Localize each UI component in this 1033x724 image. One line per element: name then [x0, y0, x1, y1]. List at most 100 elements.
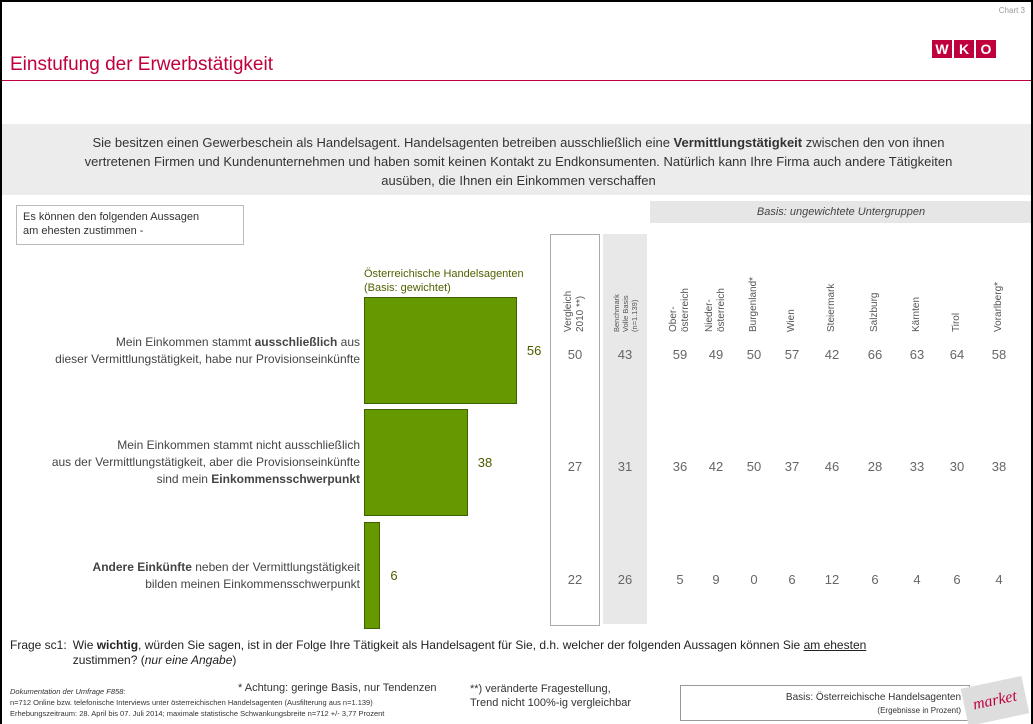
column-header: Vorarlberg*: [993, 236, 1005, 332]
column-value: 58: [991, 346, 1007, 362]
column-value: 42: [708, 458, 724, 474]
text-line: ausüben, die Ihnen ein Einkommen verscha…: [381, 173, 656, 188]
bar: [364, 409, 468, 516]
text-segment: wichtig: [96, 638, 139, 652]
text-line: sind mein Einkommensschwerpunkt: [2, 471, 360, 488]
text-segment: Wie: [72, 638, 97, 652]
column-header-line: Vorarlberg*: [993, 281, 1004, 332]
column-value: 4: [995, 571, 1003, 587]
column-header: Wien: [786, 236, 798, 332]
text-line: Mein Einkommen stammt nicht ausschließli…: [117, 438, 360, 452]
column-header: Tirol: [951, 236, 963, 332]
text-segment: nur eine Angabe: [144, 653, 233, 667]
chart-number: Chart 3: [998, 6, 1025, 15]
statement-header: Es können den folgenden Aussagen am ehest…: [16, 205, 244, 245]
column-header-line: Wien: [786, 309, 797, 332]
column-value: 27: [567, 458, 583, 474]
column-value: 9: [712, 571, 720, 587]
text-line: Erhebungszeitraum: 28. April bis 07. Jul…: [10, 709, 385, 718]
text-segment: sind mein: [156, 472, 212, 486]
column-header: Nieder-österreich: [704, 236, 728, 332]
text-line: zustimmen? (nur eine Angabe): [73, 653, 867, 668]
legend-note: (Basis: gewichtet): [364, 282, 451, 294]
column-value: 26: [617, 571, 633, 587]
text-segment: Vermittlungstätigkeit: [673, 135, 803, 150]
column-value: 50: [746, 346, 762, 362]
column-header: Burgenland*: [748, 236, 760, 332]
category-label: Mein Einkommen stammt nicht ausschließli…: [2, 437, 360, 488]
column-header-line: österreich: [716, 288, 727, 332]
column-header-line: Kärnten: [911, 296, 922, 332]
column-header-line: Benchmark: [611, 294, 621, 332]
text-segment: Andere Einkünfte: [92, 559, 192, 574]
column-box: [550, 234, 600, 626]
column-header-line: Steiermark: [826, 283, 837, 332]
text-segment: am ehesten: [803, 638, 867, 652]
column-header: Benchmark Volle Basis (n=1.139): [612, 236, 639, 332]
text-line: Mein Einkommen stammt ausschließlich aus: [2, 334, 360, 351]
market-logo: market: [960, 675, 1030, 724]
basis-title: Basis: Österreichische Handelsagenten: [785, 692, 961, 703]
column-header-line: (n=1.139): [629, 299, 639, 332]
column-header-line: Ober-: [668, 306, 679, 332]
column-value: 6: [871, 571, 879, 587]
text-line: aus der Vermittlungstätigkeit, aber die …: [51, 455, 360, 469]
column-value: 31: [617, 458, 633, 474]
column-value: 4: [913, 571, 921, 587]
column-value: 5: [676, 571, 684, 587]
column-value: 63: [909, 346, 925, 362]
category-label: Andere Einkünfte neben der Vermittlungst…: [2, 559, 360, 593]
text-segment: Mein Einkommen stammt: [115, 334, 255, 349]
footnote-text: Wie wichtig, würden Sie sagen, ist in de…: [73, 638, 867, 668]
text-segment: aus: [337, 334, 360, 349]
basis-box: Basis: Österreichische Handelsagenten (Er…: [680, 685, 970, 721]
bar: [364, 297, 517, 404]
column-header: Salzburg: [869, 236, 881, 332]
text-line: bilden meinen Einkommensschwerpunkt: [145, 576, 360, 591]
column-header: Ober-österreich: [668, 236, 692, 332]
bar-value-label: 6: [390, 567, 398, 583]
column-value: 36: [672, 458, 688, 474]
column-value: 66: [867, 346, 883, 362]
chart-title: Einstufung der Erwerbstätigkeit: [10, 54, 273, 75]
note-small-base: * Achtung: geringe Basis, nur Tendenzen: [238, 682, 437, 694]
footnote-label: Frage sc1:: [10, 638, 67, 652]
text-line: Trend nicht 100%-ig vergleichbar: [470, 697, 632, 709]
text-segment: ): [232, 653, 237, 667]
text-line: Es können den folgenden Aussagen: [23, 211, 200, 223]
column-value: 50: [746, 458, 762, 474]
text-line: **) veränderte Fragestellung,: [470, 683, 611, 695]
column-header-line: 2010 **): [575, 295, 586, 332]
column-header: Steiermark: [826, 236, 838, 332]
text-segment: Sie besitzen einen Gewerbeschein als Han…: [92, 135, 674, 150]
logo-letter: W: [932, 40, 952, 58]
column-value: 46: [824, 458, 840, 474]
column-header-line: Tirol: [951, 312, 962, 332]
column-value: 42: [824, 346, 840, 362]
column-value: 50: [567, 346, 583, 362]
column-value: 33: [909, 458, 925, 474]
text-segment: neben der Vermittlungstätigkeit: [191, 559, 360, 574]
column-value: 12: [824, 571, 840, 587]
text-line: Sie besitzen einen Gewerbeschein als Han…: [2, 133, 1031, 152]
subgroup-header: Basis: ungewichtete Untergruppen: [650, 201, 1031, 223]
column-header-line: Burgenland*: [748, 276, 759, 332]
documentation: Dokumentation der Umfrage F858: n=712 Onl…: [10, 686, 384, 719]
bar: [364, 522, 381, 629]
bar-value-label: 56: [526, 342, 542, 358]
text-segment: zwischen den von ihnen: [802, 135, 945, 150]
column-value: 38: [991, 458, 1007, 474]
column-value: 37: [784, 458, 800, 474]
column-header-line: Vergleich: [563, 290, 574, 332]
column-header-line: Volle Basis: [620, 295, 630, 332]
text-line: dieser Vermittlungstätigkeit, habe nur P…: [55, 351, 360, 366]
bar-value-label: 38: [477, 454, 493, 470]
text-segment: zustimmen? (: [72, 653, 145, 667]
note-changed: **) veränderte Fragestellung, Trend nicht…: [470, 682, 631, 710]
text-segment: Dokumentation der Umfrage F858:: [10, 687, 126, 696]
column-value: 22: [567, 571, 583, 587]
column-value: 6: [953, 571, 961, 587]
column-value: 6: [788, 571, 796, 587]
column-value: 30: [949, 458, 965, 474]
question-band: Sie besitzen einen Gewerbeschein als Han…: [2, 124, 1031, 195]
